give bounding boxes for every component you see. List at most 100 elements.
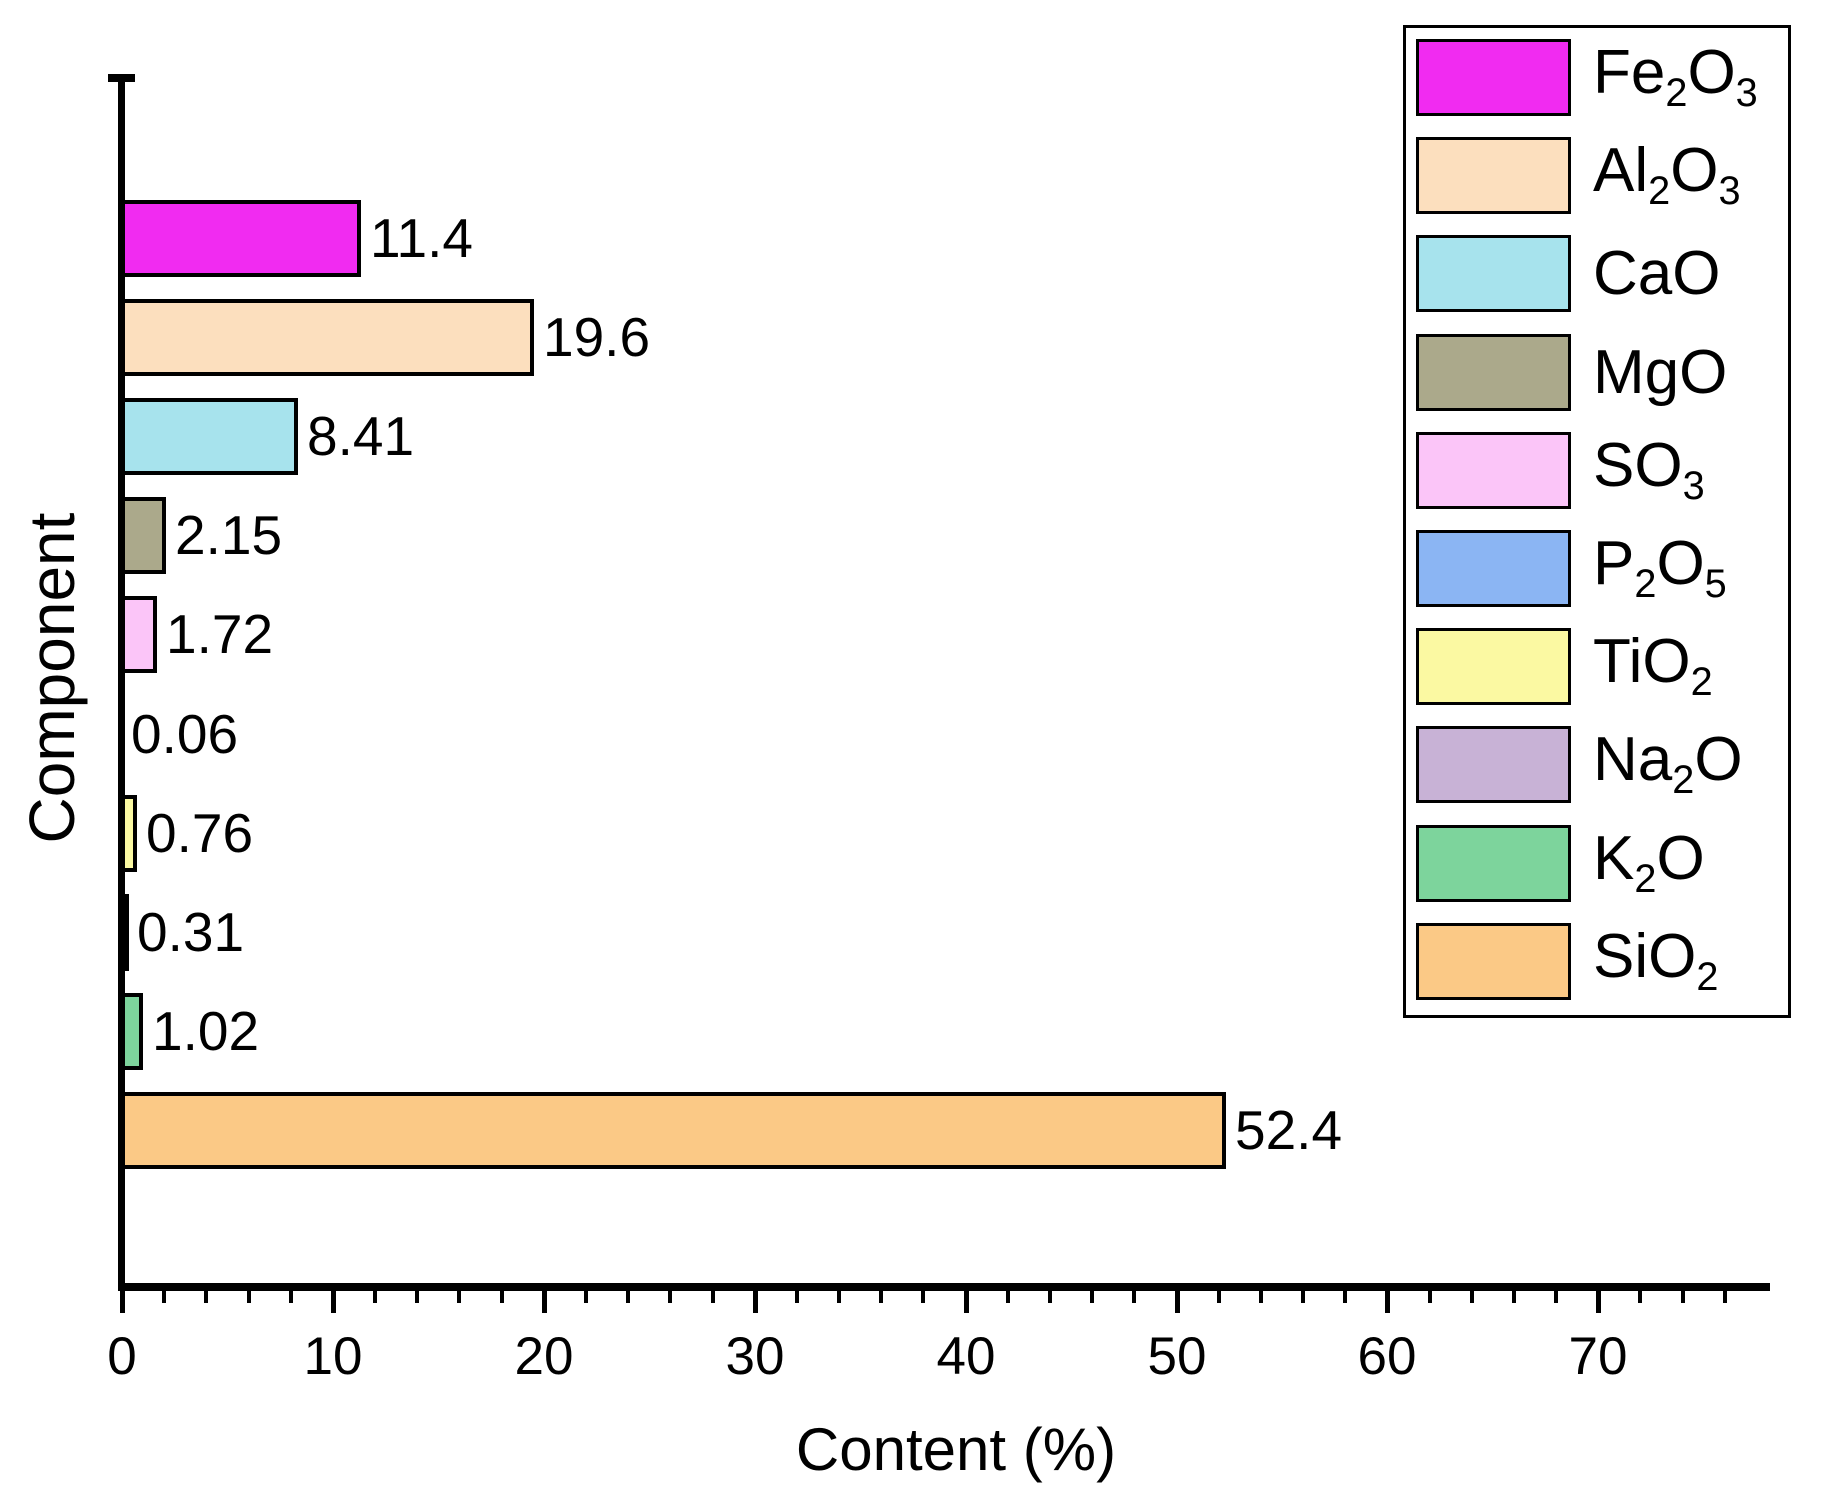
x-minor-tick-62 xyxy=(1428,1291,1432,1303)
x-tick-label-50: 50 xyxy=(1147,1327,1207,1386)
x-major-tick-20 xyxy=(542,1291,547,1313)
bar-value-CaO: 8.41 xyxy=(307,405,415,467)
x-minor-tick-8 xyxy=(289,1291,293,1303)
bar-Fe2O3 xyxy=(121,200,361,277)
x-minor-tick-26 xyxy=(668,1291,672,1303)
bar-SiO2 xyxy=(121,1092,1226,1169)
legend-label-SiO2: SiO2 xyxy=(1593,921,1719,999)
bar-value-MgO: 2.15 xyxy=(175,504,283,566)
legend-entry-Al2O3: Al2O3 xyxy=(1406,137,1788,214)
legend-label-Al2O3: Al2O3 xyxy=(1593,135,1741,213)
x-minor-tick-68 xyxy=(1554,1291,1558,1303)
bar-value-P2O5: 0.06 xyxy=(131,703,239,765)
legend-entry-Fe2O3: Fe2O3 xyxy=(1406,39,1788,116)
legend-swatch-K2O xyxy=(1416,825,1571,902)
x-minor-tick-52 xyxy=(1217,1291,1221,1303)
x-minor-tick-14 xyxy=(415,1291,419,1303)
legend-swatch-TiO2 xyxy=(1416,628,1571,705)
x-minor-tick-12 xyxy=(373,1291,377,1303)
legend-entry-SO3: SO3 xyxy=(1406,432,1788,509)
legend-swatch-Na2O xyxy=(1416,726,1571,803)
x-major-tick-10 xyxy=(331,1291,336,1313)
x-minor-tick-6 xyxy=(247,1291,251,1303)
x-tick-label-0: 0 xyxy=(107,1327,137,1386)
bar-K2O xyxy=(121,993,143,1070)
bar-SO3 xyxy=(121,596,157,673)
bar-MgO xyxy=(121,497,166,574)
legend-swatch-CaO xyxy=(1416,235,1571,312)
bar-value-SO3: 1.72 xyxy=(166,603,274,665)
legend-swatch-SiO2 xyxy=(1416,923,1571,1000)
x-minor-tick-42 xyxy=(1006,1291,1010,1303)
x-minor-tick-4 xyxy=(204,1291,208,1303)
bar-Na2O xyxy=(121,894,129,971)
x-minor-tick-56 xyxy=(1301,1291,1305,1303)
legend-swatch-P2O5 xyxy=(1416,530,1571,607)
bar-value-Al2O3: 19.6 xyxy=(543,306,651,368)
bar-value-K2O: 1.02 xyxy=(152,1000,260,1062)
x-tick-label-30: 30 xyxy=(725,1327,785,1386)
x-minor-tick-48 xyxy=(1132,1291,1136,1303)
legend-swatch-MgO xyxy=(1416,334,1571,411)
x-major-tick-40 xyxy=(964,1291,969,1313)
legend-swatch-Al2O3 xyxy=(1416,137,1571,214)
legend-entry-TiO2: TiO2 xyxy=(1406,628,1788,705)
legend: Fe2O3 Al2O3 CaO MgO SO3 P2O5 TiO2 Na2O K2O SiO2 xyxy=(1403,25,1791,1018)
x-minor-tick-76 xyxy=(1723,1291,1727,1303)
legend-label-K2O: K2O xyxy=(1593,823,1705,901)
y-axis-line xyxy=(118,74,125,1291)
x-minor-tick-32 xyxy=(795,1291,799,1303)
bar-TiO2 xyxy=(121,795,137,872)
legend-label-MgO: MgO xyxy=(1593,337,1728,407)
x-major-tick-30 xyxy=(753,1291,758,1313)
bar-Al2O3 xyxy=(121,299,534,376)
x-minor-tick-36 xyxy=(879,1291,883,1303)
legend-label-Fe2O3: Fe2O3 xyxy=(1593,37,1758,115)
x-minor-tick-16 xyxy=(457,1291,461,1303)
legend-entry-K2O: K2O xyxy=(1406,825,1788,902)
bar-value-Na2O: 0.31 xyxy=(137,901,245,963)
x-tick-label-60: 60 xyxy=(1357,1327,1417,1386)
x-minor-tick-18 xyxy=(500,1291,504,1303)
bar-value-SiO2: 52.4 xyxy=(1235,1099,1343,1161)
legend-label-TiO2: TiO2 xyxy=(1593,626,1713,704)
x-minor-tick-34 xyxy=(837,1291,841,1303)
bar-P2O5 xyxy=(121,696,123,773)
x-major-tick-50 xyxy=(1175,1291,1180,1313)
legend-entry-CaO: CaO xyxy=(1406,235,1788,312)
legend-entry-Na2O: Na2O xyxy=(1406,726,1788,803)
x-tick-label-40: 40 xyxy=(936,1327,996,1386)
x-axis-line xyxy=(118,1283,1770,1291)
bar-value-TiO2: 0.76 xyxy=(146,802,254,864)
bar-CaO xyxy=(121,398,298,475)
y-axis-title: Component xyxy=(16,512,88,844)
x-minor-tick-66 xyxy=(1512,1291,1516,1303)
legend-label-P2O5: P2O5 xyxy=(1593,528,1727,606)
x-minor-tick-44 xyxy=(1048,1291,1052,1303)
x-minor-tick-74 xyxy=(1681,1291,1685,1303)
legend-swatch-SO3 xyxy=(1416,432,1571,509)
x-minor-tick-24 xyxy=(626,1291,630,1303)
legend-entry-P2O5: P2O5 xyxy=(1406,530,1788,607)
x-minor-tick-28 xyxy=(711,1291,715,1303)
x-major-tick-70 xyxy=(1596,1291,1601,1313)
x-minor-tick-64 xyxy=(1470,1291,1474,1303)
y-axis-top-tick xyxy=(108,74,135,82)
x-tick-label-70: 70 xyxy=(1568,1327,1628,1386)
legend-swatch-Fe2O3 xyxy=(1416,39,1571,116)
x-minor-tick-2 xyxy=(162,1291,166,1303)
x-minor-tick-38 xyxy=(921,1291,925,1303)
x-minor-tick-54 xyxy=(1259,1291,1263,1303)
x-tick-label-10: 10 xyxy=(303,1327,363,1386)
x-minor-tick-72 xyxy=(1638,1291,1642,1303)
x-minor-tick-22 xyxy=(584,1291,588,1303)
legend-label-Na2O: Na2O xyxy=(1593,724,1743,802)
legend-label-CaO: CaO xyxy=(1593,238,1721,308)
legend-label-SO3: SO3 xyxy=(1593,430,1705,508)
x-tick-label-20: 20 xyxy=(514,1327,574,1386)
x-axis-title: Content (%) xyxy=(795,1416,1117,1483)
legend-entry-MgO: MgO xyxy=(1406,334,1788,411)
x-minor-tick-46 xyxy=(1090,1291,1094,1303)
legend-entry-SiO2: SiO2 xyxy=(1406,923,1788,1000)
x-minor-tick-58 xyxy=(1343,1291,1347,1303)
